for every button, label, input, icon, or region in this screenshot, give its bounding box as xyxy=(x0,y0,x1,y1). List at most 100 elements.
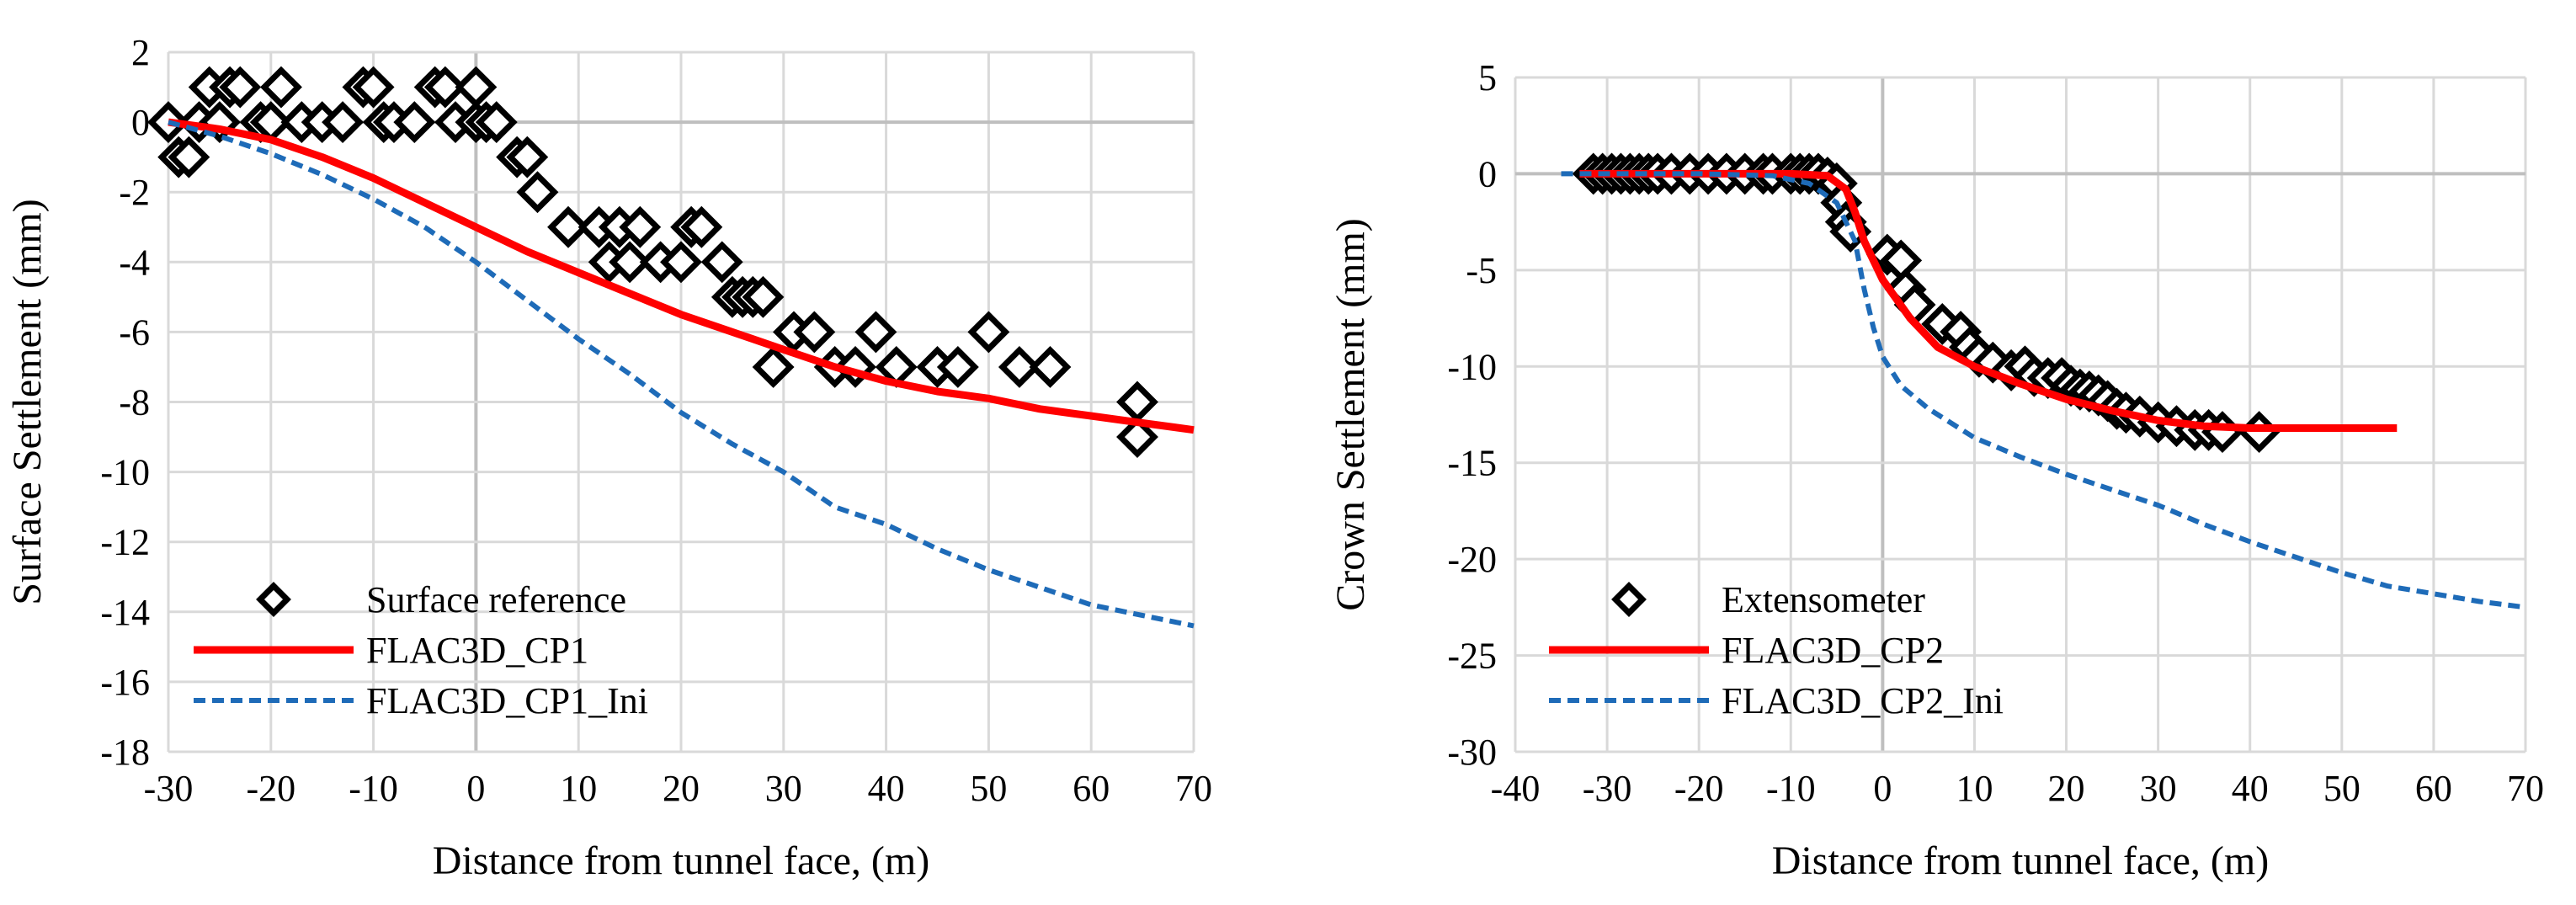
y-tick-label: -10 xyxy=(100,452,150,493)
legend-label: FLAC3D_CP1_Ini xyxy=(366,680,648,721)
y-tick-label: 5 xyxy=(1478,57,1497,98)
x-tick-label: 60 xyxy=(2415,768,2452,809)
x-tick-label: 10 xyxy=(1956,768,1993,809)
y-tick-label: -16 xyxy=(100,662,150,703)
data-point-marker xyxy=(998,346,1041,388)
series-line xyxy=(168,118,1195,434)
x-tick-label: -30 xyxy=(144,768,194,809)
data-point-marker xyxy=(352,66,395,109)
x-tick-label: 30 xyxy=(2140,768,2177,809)
data-point-marker xyxy=(1116,416,1158,458)
x-tick-label: 0 xyxy=(1873,768,1892,809)
y-tick-label: -12 xyxy=(100,522,150,563)
series-line xyxy=(1561,171,2526,610)
series-line xyxy=(1579,169,2398,432)
data-point-marker xyxy=(506,136,549,178)
x-tick-label: 40 xyxy=(868,768,905,809)
y-tick-label: -25 xyxy=(1447,636,1497,677)
y-tick-label: 0 xyxy=(1478,153,1497,194)
data-point-marker xyxy=(834,346,877,388)
series-solid-line xyxy=(168,118,1195,434)
legend-marker-icon xyxy=(256,582,291,617)
data-point-marker xyxy=(752,346,795,388)
x-tick-label: 30 xyxy=(765,768,802,809)
data-point-marker xyxy=(168,136,210,178)
data-point-marker xyxy=(1029,346,1072,388)
gridlines xyxy=(167,51,1195,753)
data-point-marker xyxy=(742,275,785,318)
data-point-marker xyxy=(423,66,466,109)
y-axis-title: Crown Settlement (mm) xyxy=(1328,218,1373,611)
series-line xyxy=(168,120,1195,629)
chart-panel-1: -30 -20 -10 0 10 20 30 40 50 60 7020-2-4-6-8-10-12… xyxy=(5,32,1212,883)
data-point-marker xyxy=(854,311,897,354)
y-tick-label: -30 xyxy=(1447,732,1497,773)
data-point-marker xyxy=(619,205,662,248)
data-point-marker xyxy=(475,101,518,144)
legend: Surface reference FLAC3D_CP1 FLAC3D_CP1_In… xyxy=(194,579,648,721)
y-tick-label: -5 xyxy=(1466,250,1497,291)
x-tick-label: 40 xyxy=(2232,768,2269,809)
data-point-marker xyxy=(322,101,365,144)
y-tick-label: -15 xyxy=(1447,443,1497,484)
legend-marker-icon xyxy=(1611,582,1647,617)
x-tick-label: 20 xyxy=(663,768,700,809)
x-tick-label: 70 xyxy=(2507,768,2544,809)
data-point-marker xyxy=(660,241,702,284)
x-tick-label: 70 xyxy=(1175,768,1212,809)
data-point-marker xyxy=(609,241,652,284)
x-tick-label: -40 xyxy=(1491,768,1541,809)
y-axis-title: Surface Settlement (mm) xyxy=(5,199,50,605)
x-tick-label: -10 xyxy=(1766,768,1816,809)
legend-item: Extensometer xyxy=(1611,579,1925,620)
x-axis-title: Distance from tunnel face, (m) xyxy=(433,838,929,883)
x-tick-label: -20 xyxy=(1674,768,1724,809)
data-point-marker xyxy=(219,66,262,109)
x-tick-label: -30 xyxy=(1583,768,1632,809)
legend-item: FLAC3D_CP1_Ini xyxy=(194,680,648,721)
x-tick-label: 60 xyxy=(1072,768,1110,809)
gridlines xyxy=(1514,76,2527,753)
y-tick-label: -4 xyxy=(119,242,150,283)
data-point-marker xyxy=(2238,411,2281,454)
series-solid-line xyxy=(1579,169,2398,432)
data-point-marker xyxy=(393,101,436,144)
y-tick-label: 2 xyxy=(131,32,150,73)
data-point-marker xyxy=(260,66,302,109)
data-point-marker xyxy=(793,311,836,354)
legend-label: FLAC3D_CP2_Ini xyxy=(1722,680,2004,721)
legend-item: Surface reference xyxy=(256,579,626,620)
x-tick-label: 20 xyxy=(2048,768,2085,809)
data-point-marker xyxy=(547,205,589,248)
series-dashed-line xyxy=(168,120,1195,629)
legend-label: FLAC3D_CP1 xyxy=(366,630,588,671)
y-tick-label: -2 xyxy=(119,172,150,213)
y-tick-label: -18 xyxy=(100,732,150,773)
data-point-marker xyxy=(680,205,723,248)
x-tick-label: -10 xyxy=(349,768,398,809)
x-axis-title: Distance from tunnel face, (m) xyxy=(1772,838,2269,883)
legend-item: FLAC3D_CP2 xyxy=(1549,630,1944,671)
y-tick-label: -20 xyxy=(1447,539,1497,580)
legend-item: FLAC3D_CP1 xyxy=(194,630,588,671)
series-dashed-line xyxy=(1561,171,2526,610)
y-tick-label: 0 xyxy=(131,102,150,143)
data-point-marker xyxy=(967,311,1010,354)
legend-label: FLAC3D_CP2 xyxy=(1722,630,1944,671)
legend-item: FLAC3D_CP2_Ini xyxy=(1549,680,2004,721)
y-tick-label: -6 xyxy=(119,311,150,353)
y-tick-label: -8 xyxy=(119,382,150,423)
x-tick-label: 0 xyxy=(466,768,485,809)
legend: Extensometer FLAC3D_CP2 FLAC3D_CP2_Ini xyxy=(1549,579,2004,721)
y-tick-label: -10 xyxy=(1447,346,1497,387)
y-tick-label: -14 xyxy=(100,592,150,633)
x-tick-label: 50 xyxy=(970,768,1007,809)
data-point-marker xyxy=(516,171,559,214)
x-tick-label: 50 xyxy=(2323,768,2360,809)
x-tick-label: 10 xyxy=(560,768,597,809)
data-point-marker xyxy=(1116,381,1158,423)
x-tick-label: -20 xyxy=(246,768,295,809)
data-point-marker xyxy=(700,241,743,284)
